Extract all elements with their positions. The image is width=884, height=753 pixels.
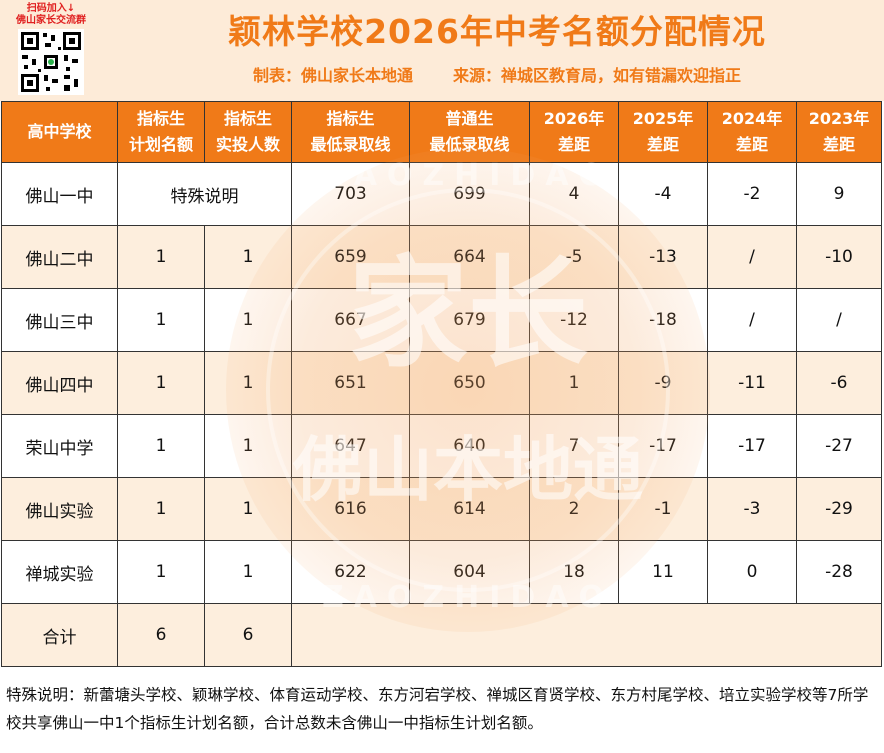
gap-2024-cell: -2 [707,162,797,226]
column-header: 2023年 差距 [796,101,882,163]
zb-min-cell: 647 [291,414,410,478]
actual-cell: 1 [204,414,292,478]
quota-cell: 1 [117,414,205,478]
gap-2024-cell: 0 [707,540,797,604]
table-row: 佛山三中 1 1 667 679 -12 -18 / / [1,288,882,352]
special-note-cell: 特殊说明 [117,162,292,226]
table-row: 佛山二中 1 1 659 664 -5 -13 / -10 [1,225,882,289]
table-row: 佛山四中 1 1 651 650 1 -9 -11 -6 [1,351,882,415]
total-empty-cell [291,603,882,667]
actual-cell: 1 [204,477,292,541]
gap-2023-cell: 9 [796,162,882,226]
table-row: 佛山实验 1 1 616 614 2 -1 -3 -29 [1,477,882,541]
column-header: 指标生 计划名额 [117,101,205,163]
gap-2023-cell: / [796,288,882,352]
gap-2026-cell: 7 [529,414,619,478]
gap-2025-cell: -1 [618,477,708,541]
school-cell: 禅城实验 [1,540,118,604]
actual-cell: 1 [204,351,292,415]
gap-2025-cell: -4 [618,162,708,226]
gap-2024-cell: / [707,225,797,289]
zb-min-cell: 622 [291,540,410,604]
header-banner: 扫码加入↓ 佛山家长交流群 颖林学校2026年中考名额分配情况 制表：佛山家长本… [0,0,884,101]
school-cell: 荣山中学 [1,414,118,478]
total-row: 合计 6 6 [1,603,882,667]
column-header: 2026年 差距 [529,101,619,163]
table-header-row: 高中学校 指标生 计划名额 指标生 实投人数 指标生 最低录取线 普通生 最低录取线 2… [1,101,882,163]
pt-min-cell: 664 [409,225,530,289]
table-row: 佛山一中 特殊说明 703 699 4 -4 -2 9 [1,162,882,226]
pt-min-cell: 650 [409,351,530,415]
zb-min-cell: 616 [291,477,410,541]
qr-caption-1: 扫码加入↓ [26,3,76,14]
gap-2023-cell: -10 [796,225,882,289]
gap-2024-cell: -17 [707,414,797,478]
gap-2024-cell: / [707,288,797,352]
special-note: 特殊说明：新蕾塘头学校、颖琳学校、体育运动学校、东方河宕学校、禅城区育贤学校、东… [6,686,869,732]
qr-code-icon[interactable] [18,29,84,95]
gap-2026-cell: 18 [529,540,619,604]
column-header: 指标生 实投人数 [204,101,292,163]
gap-2025-cell: -17 [618,414,708,478]
column-header: 普通生 最低录取线 [409,101,530,163]
gap-2025-cell: -9 [618,351,708,415]
school-cell: 佛山实验 [1,477,118,541]
zb-min-cell: 667 [291,288,410,352]
pt-min-cell: 679 [409,288,530,352]
column-header: 2025年 差距 [618,101,708,163]
column-header: 2024年 差距 [707,101,797,163]
total-quota-cell: 6 [117,603,205,667]
quota-cell: 1 [117,540,205,604]
school-cell: 佛山二中 [1,225,118,289]
school-cell: 佛山四中 [1,351,118,415]
actual-cell: 1 [204,540,292,604]
school-cell: 佛山一中 [1,162,118,226]
zb-min-cell: 703 [291,162,410,226]
maker-credit: 制表：佛山家长本地通 [252,66,413,85]
pt-min-cell: 614 [409,477,530,541]
quota-cell: 1 [117,225,205,289]
actual-cell: 1 [204,288,292,352]
quota-table: 高中学校 指标生 计划名额 指标生 实投人数 指标生 最低录取线 普通生 最低录取线 2… [1,101,882,667]
pt-min-cell: 640 [409,414,530,478]
gap-2026-cell: -5 [529,225,619,289]
pt-min-cell: 699 [409,162,530,226]
page-subtitle: 制表：佛山家长本地通 来源：禅城区教育局，如有错漏欢迎指正 [110,64,884,88]
quota-cell: 1 [117,351,205,415]
total-actual-cell: 6 [204,603,292,667]
data-source: 来源：禅城区教育局，如有错漏欢迎指正 [453,66,742,85]
total-label-cell: 合计 [1,603,118,667]
gap-2026-cell: -12 [529,288,619,352]
column-header: 指标生 最低录取线 [291,101,410,163]
table-row: 荣山中学 1 1 647 640 7 -17 -17 -27 [1,414,882,478]
gap-2023-cell: -28 [796,540,882,604]
gap-2024-cell: -3 [707,477,797,541]
gap-2026-cell: 1 [529,351,619,415]
quota-cell: 1 [117,288,205,352]
gap-2025-cell: 11 [618,540,708,604]
school-cell: 佛山三中 [1,288,118,352]
zb-min-cell: 651 [291,351,410,415]
page-title: 颖林学校2026年中考名额分配情况 [228,12,766,51]
gap-2026-cell: 2 [529,477,619,541]
qr-block: 扫码加入↓ 佛山家长交流群 [6,3,96,99]
gap-2025-cell: -13 [618,225,708,289]
table-row: 禅城实验 1 1 622 604 18 11 0 -28 [1,540,882,604]
gap-2023-cell: -29 [796,477,882,541]
gap-2024-cell: -11 [707,351,797,415]
pt-min-cell: 604 [409,540,530,604]
gap-2023-cell: -27 [796,414,882,478]
actual-cell: 1 [204,225,292,289]
qr-caption-2: 佛山家长交流群 [16,15,86,26]
gap-2026-cell: 4 [529,162,619,226]
zb-min-cell: 659 [291,225,410,289]
column-header: 高中学校 [1,101,118,163]
gap-2025-cell: -18 [618,288,708,352]
gap-2023-cell: -6 [796,351,882,415]
quota-cell: 1 [117,477,205,541]
